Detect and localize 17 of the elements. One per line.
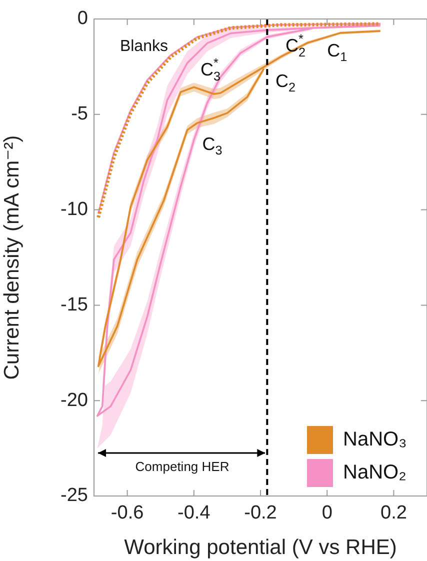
y-tick-label: -25 bbox=[60, 485, 88, 506]
legend-label: NaNO₂ bbox=[343, 462, 406, 484]
x-tick-label: -0.4 bbox=[178, 502, 211, 524]
x-tick-label: 0.2 bbox=[380, 502, 407, 524]
annotation: Competing HER bbox=[135, 458, 230, 474]
annotation: Blanks bbox=[120, 38, 168, 56]
x-axis-title: Working potential (V vs RHE) bbox=[124, 536, 397, 560]
x-tick-label: -0.2 bbox=[244, 502, 277, 524]
y-tick-label: -20 bbox=[60, 390, 88, 411]
y-tick-label: -10 bbox=[60, 199, 88, 220]
legend-label: NaNO₃ bbox=[343, 428, 407, 451]
y-tick-label: -15 bbox=[60, 294, 88, 316]
x-tick-label: -0.6 bbox=[110, 502, 144, 524]
x-tick-label: 0 bbox=[322, 502, 332, 524]
y-tick-label: 0 bbox=[77, 8, 88, 30]
y-tick-label: -5 bbox=[71, 104, 88, 125]
y-axis-title: Current density (mA cm⁻²) bbox=[0, 135, 24, 380]
